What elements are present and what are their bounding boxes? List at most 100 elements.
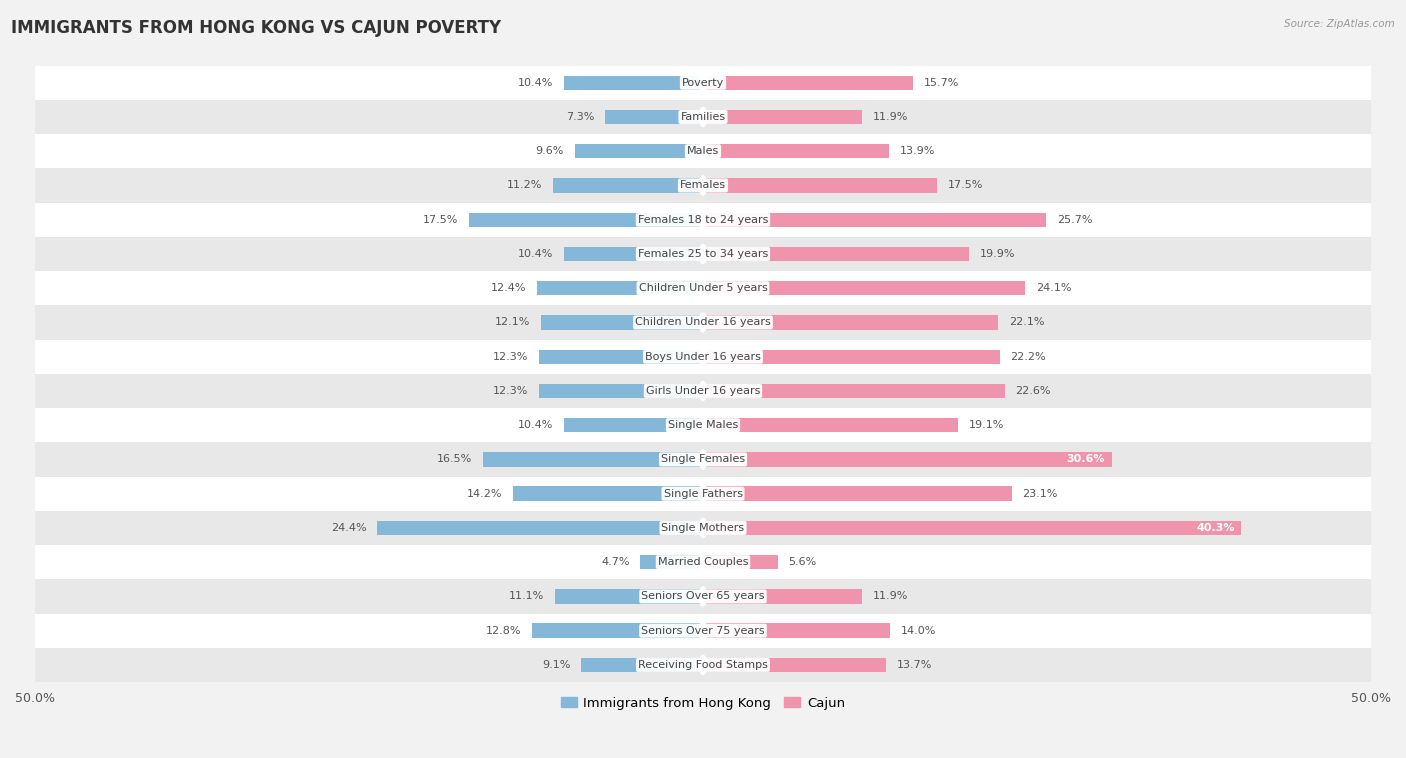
Text: 12.4%: 12.4% bbox=[491, 283, 527, 293]
Bar bbox=[482, 453, 703, 467]
Text: Single Mothers: Single Mothers bbox=[661, 523, 745, 533]
Text: 22.1%: 22.1% bbox=[1010, 318, 1045, 327]
Text: Married Couples: Married Couples bbox=[658, 557, 748, 567]
Circle shape bbox=[699, 313, 707, 332]
Bar bbox=[538, 384, 703, 398]
Bar bbox=[703, 178, 936, 193]
Bar bbox=[35, 134, 1371, 168]
Text: 4.7%: 4.7% bbox=[600, 557, 630, 567]
Bar bbox=[470, 212, 703, 227]
Bar bbox=[703, 658, 886, 672]
Bar bbox=[35, 100, 1371, 134]
Text: 40.3%: 40.3% bbox=[1197, 523, 1234, 533]
Text: Seniors Over 75 years: Seniors Over 75 years bbox=[641, 625, 765, 636]
Text: Males: Males bbox=[688, 146, 718, 156]
Bar bbox=[35, 168, 1371, 202]
Text: 24.4%: 24.4% bbox=[330, 523, 367, 533]
Text: 30.6%: 30.6% bbox=[1067, 455, 1105, 465]
Bar bbox=[555, 589, 703, 603]
Bar bbox=[564, 418, 703, 432]
Bar bbox=[35, 202, 1371, 236]
Bar bbox=[606, 110, 703, 124]
Circle shape bbox=[699, 347, 707, 366]
Bar bbox=[564, 76, 703, 90]
Bar bbox=[35, 374, 1371, 408]
Bar bbox=[703, 589, 862, 603]
Bar bbox=[377, 521, 703, 535]
Circle shape bbox=[699, 656, 707, 675]
Bar bbox=[35, 579, 1371, 613]
Text: 19.1%: 19.1% bbox=[969, 420, 1004, 431]
Text: 9.1%: 9.1% bbox=[543, 660, 571, 670]
Text: 10.4%: 10.4% bbox=[517, 249, 554, 259]
Bar bbox=[703, 76, 912, 90]
Bar bbox=[35, 545, 1371, 579]
Bar bbox=[703, 110, 862, 124]
Bar bbox=[541, 315, 703, 330]
Text: Single Females: Single Females bbox=[661, 455, 745, 465]
Bar bbox=[35, 443, 1371, 477]
Bar bbox=[35, 511, 1371, 545]
Text: 22.2%: 22.2% bbox=[1011, 352, 1046, 362]
Text: 12.3%: 12.3% bbox=[492, 386, 529, 396]
Text: Girls Under 16 years: Girls Under 16 years bbox=[645, 386, 761, 396]
Text: 17.5%: 17.5% bbox=[948, 180, 983, 190]
Text: 12.1%: 12.1% bbox=[495, 318, 530, 327]
Text: 22.6%: 22.6% bbox=[1015, 386, 1052, 396]
Bar bbox=[35, 613, 1371, 648]
Text: Seniors Over 65 years: Seniors Over 65 years bbox=[641, 591, 765, 601]
Bar bbox=[703, 281, 1025, 296]
Bar bbox=[554, 178, 703, 193]
Text: 10.4%: 10.4% bbox=[517, 78, 554, 88]
Bar bbox=[703, 315, 998, 330]
Circle shape bbox=[699, 142, 707, 161]
Text: 16.5%: 16.5% bbox=[437, 455, 472, 465]
Circle shape bbox=[699, 244, 707, 264]
Bar bbox=[35, 340, 1371, 374]
Bar bbox=[531, 624, 703, 638]
Text: Children Under 16 years: Children Under 16 years bbox=[636, 318, 770, 327]
Bar bbox=[582, 658, 703, 672]
Text: 12.3%: 12.3% bbox=[492, 352, 529, 362]
Bar bbox=[538, 349, 703, 364]
Text: 7.3%: 7.3% bbox=[567, 112, 595, 122]
Text: Females 18 to 24 years: Females 18 to 24 years bbox=[638, 215, 768, 224]
Bar bbox=[703, 384, 1005, 398]
Text: 10.4%: 10.4% bbox=[517, 420, 554, 431]
Circle shape bbox=[699, 210, 707, 230]
Text: Females 25 to 34 years: Females 25 to 34 years bbox=[638, 249, 768, 259]
Text: 14.0%: 14.0% bbox=[901, 625, 936, 636]
Text: Single Fathers: Single Fathers bbox=[664, 489, 742, 499]
Bar bbox=[703, 555, 778, 569]
Bar bbox=[564, 247, 703, 262]
Circle shape bbox=[699, 415, 707, 435]
Circle shape bbox=[699, 621, 707, 641]
Text: 14.2%: 14.2% bbox=[467, 489, 502, 499]
Text: Boys Under 16 years: Boys Under 16 years bbox=[645, 352, 761, 362]
Text: Poverty: Poverty bbox=[682, 78, 724, 88]
Circle shape bbox=[699, 553, 707, 572]
Text: Females: Females bbox=[681, 180, 725, 190]
Text: 25.7%: 25.7% bbox=[1057, 215, 1092, 224]
Text: 15.7%: 15.7% bbox=[924, 78, 959, 88]
Text: 5.6%: 5.6% bbox=[789, 557, 817, 567]
Bar bbox=[35, 271, 1371, 305]
Text: 12.8%: 12.8% bbox=[486, 625, 522, 636]
Bar bbox=[575, 144, 703, 158]
Bar bbox=[35, 408, 1371, 443]
Bar bbox=[703, 624, 890, 638]
Bar bbox=[703, 247, 969, 262]
Bar bbox=[703, 453, 1112, 467]
Text: 11.2%: 11.2% bbox=[508, 180, 543, 190]
Text: Children Under 5 years: Children Under 5 years bbox=[638, 283, 768, 293]
Circle shape bbox=[699, 74, 707, 92]
Text: 17.5%: 17.5% bbox=[423, 215, 458, 224]
Text: 23.1%: 23.1% bbox=[1022, 489, 1057, 499]
Text: 11.9%: 11.9% bbox=[873, 591, 908, 601]
Circle shape bbox=[699, 449, 707, 469]
Text: 11.1%: 11.1% bbox=[509, 591, 544, 601]
Circle shape bbox=[699, 176, 707, 195]
Circle shape bbox=[699, 381, 707, 400]
Legend: Immigrants from Hong Kong, Cajun: Immigrants from Hong Kong, Cajun bbox=[555, 691, 851, 715]
Text: 9.6%: 9.6% bbox=[536, 146, 564, 156]
